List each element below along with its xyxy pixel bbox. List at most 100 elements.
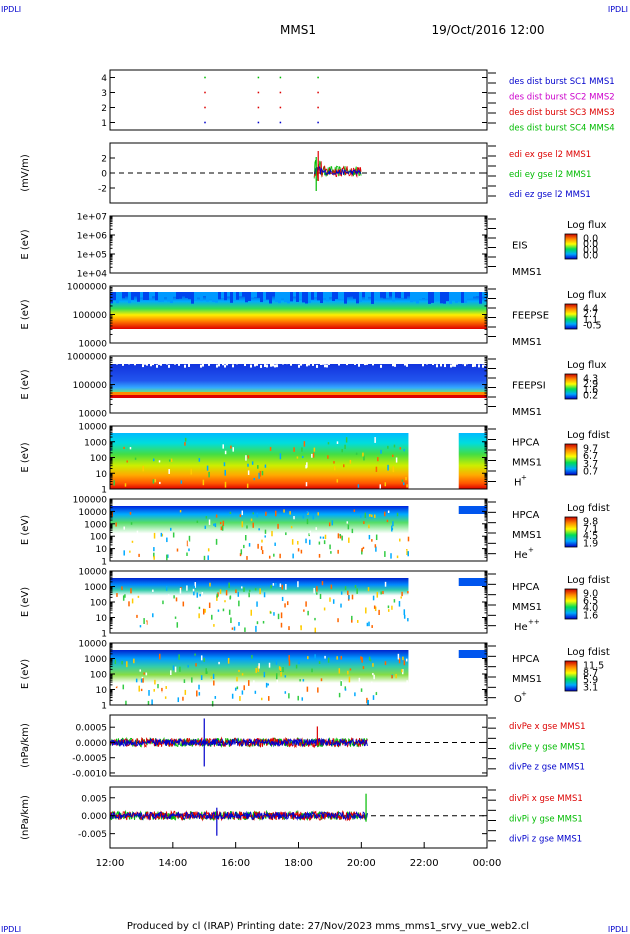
spectrogram-cell [176,548,179,552]
spectrogram-cell [198,684,200,690]
legend-entry: des dist burst SC4 MMS4 [509,124,615,134]
spectrogram-cell [200,292,203,302]
spectrogram-cell [413,292,416,302]
ytick-label: 10000 [78,640,107,650]
spectrogram-cell [410,292,413,303]
spectrogram-cell [129,511,132,515]
spectrogram-cell [132,359,134,363]
spectrogram-cell [200,364,202,368]
spectrogram-cell [311,668,313,673]
spectrogram-cell [124,483,127,487]
spectrogram-cell [346,362,348,366]
spectrogram-cell [230,360,232,364]
spectrogram-cell [356,619,359,623]
spectrogram-cell [375,466,378,472]
spectrogram-cell [309,530,311,536]
spectrogram-cell [261,550,264,555]
spectrogram-cell [154,679,156,685]
spectrogram-cell [245,455,247,461]
spectrogram-cell [450,364,452,368]
instrument-label: HPCA [512,582,540,593]
spectrogram-cell [115,684,117,687]
spectrogram-cell [428,292,431,304]
spectrogram-cell [170,292,173,304]
spectrogram-cell [342,360,344,364]
spectrogram-cell [188,535,191,542]
species-label: He [514,550,528,561]
spectrogram-cell [432,362,434,366]
spectrogram-cell [328,522,331,527]
spectrogram-cell [152,458,155,462]
ylabel: E (eV) [20,299,31,329]
spectrogram-cell [143,672,145,675]
spectrogram-cell [202,608,205,615]
plot-area [110,70,487,130]
spectrogram-cell [401,292,404,298]
ylabel: E (eV) [20,442,31,472]
spectrogram-cell [152,589,154,592]
spectrogram-cell [280,671,282,677]
spectrogram-cell [305,482,308,487]
spectrogram-cell [140,360,142,364]
spectrogram-cell [333,461,335,464]
spectrogram-cell [256,362,258,366]
spectrogram-cell [338,292,341,299]
spectrogram-cell [225,590,228,596]
ytick-label: 1 [101,558,107,568]
spectrogram-cell [392,363,394,367]
spectrogram-cell [350,683,352,690]
spectrogram-cell [231,693,234,699]
spectrogram-cell [257,666,260,672]
colorbar-tick: 1.6 [583,385,598,396]
spectrogram-cell [186,552,188,556]
spectrogram-cell [175,597,178,602]
spectrogram-cell [344,688,347,691]
spectrogram-cell [164,696,167,699]
burst-marker [317,76,319,79]
spectrogram-cell [241,673,244,676]
spectrogram-cell [461,292,464,303]
spectrogram-cell [264,464,267,468]
spectrogram-cell [372,595,375,601]
spectrogram-cell [125,700,127,705]
spectrogram-cell [345,627,347,634]
spectrogram-cell [215,538,218,545]
spectrogram-cell [257,543,259,549]
ytick-label: 3 [101,89,107,99]
spectrogram-cell [359,514,362,518]
spectrogram-cell [273,612,275,616]
spectrogram-cell [208,471,210,478]
spectrogram-cell [396,555,399,559]
spectrogram-cell [382,590,384,595]
divp-trace [109,737,368,748]
spectrogram-cell [204,525,207,529]
spectrogram-cell [268,555,271,559]
spectrogram-cell [214,696,217,699]
spectrogram-cell [346,521,349,524]
colorbar-tick: 0.0 [583,251,598,262]
spectrogram-cell [392,466,395,473]
colorbar [564,443,578,476]
species-label: He [514,622,528,633]
species-charge: ++ [528,618,540,626]
spectrogram-cell [321,581,324,586]
spectrogram-cell [116,691,119,696]
spectrogram-cell [403,448,405,452]
spectrogram-cell [213,680,215,686]
spectrogram-cell [260,697,263,701]
spectrogram-cell [232,364,234,368]
spectrogram-cell [288,693,290,699]
spectrogram-cell [233,626,236,631]
spectrogram-cell [360,543,362,550]
spectrogram-cell [261,539,263,543]
spectrogram-cell [300,625,302,631]
spectrogram-cell [406,484,408,488]
spectrogram-cell [391,525,393,532]
spectrogram-cell [303,441,306,447]
spectrogram-cell [400,360,402,364]
spectrogram-cell [246,525,248,529]
spectrogram-cell [316,364,318,368]
spectrogram-cell [140,688,143,692]
spectrogram-cell [362,292,365,297]
spectrogram-cell [194,582,197,588]
